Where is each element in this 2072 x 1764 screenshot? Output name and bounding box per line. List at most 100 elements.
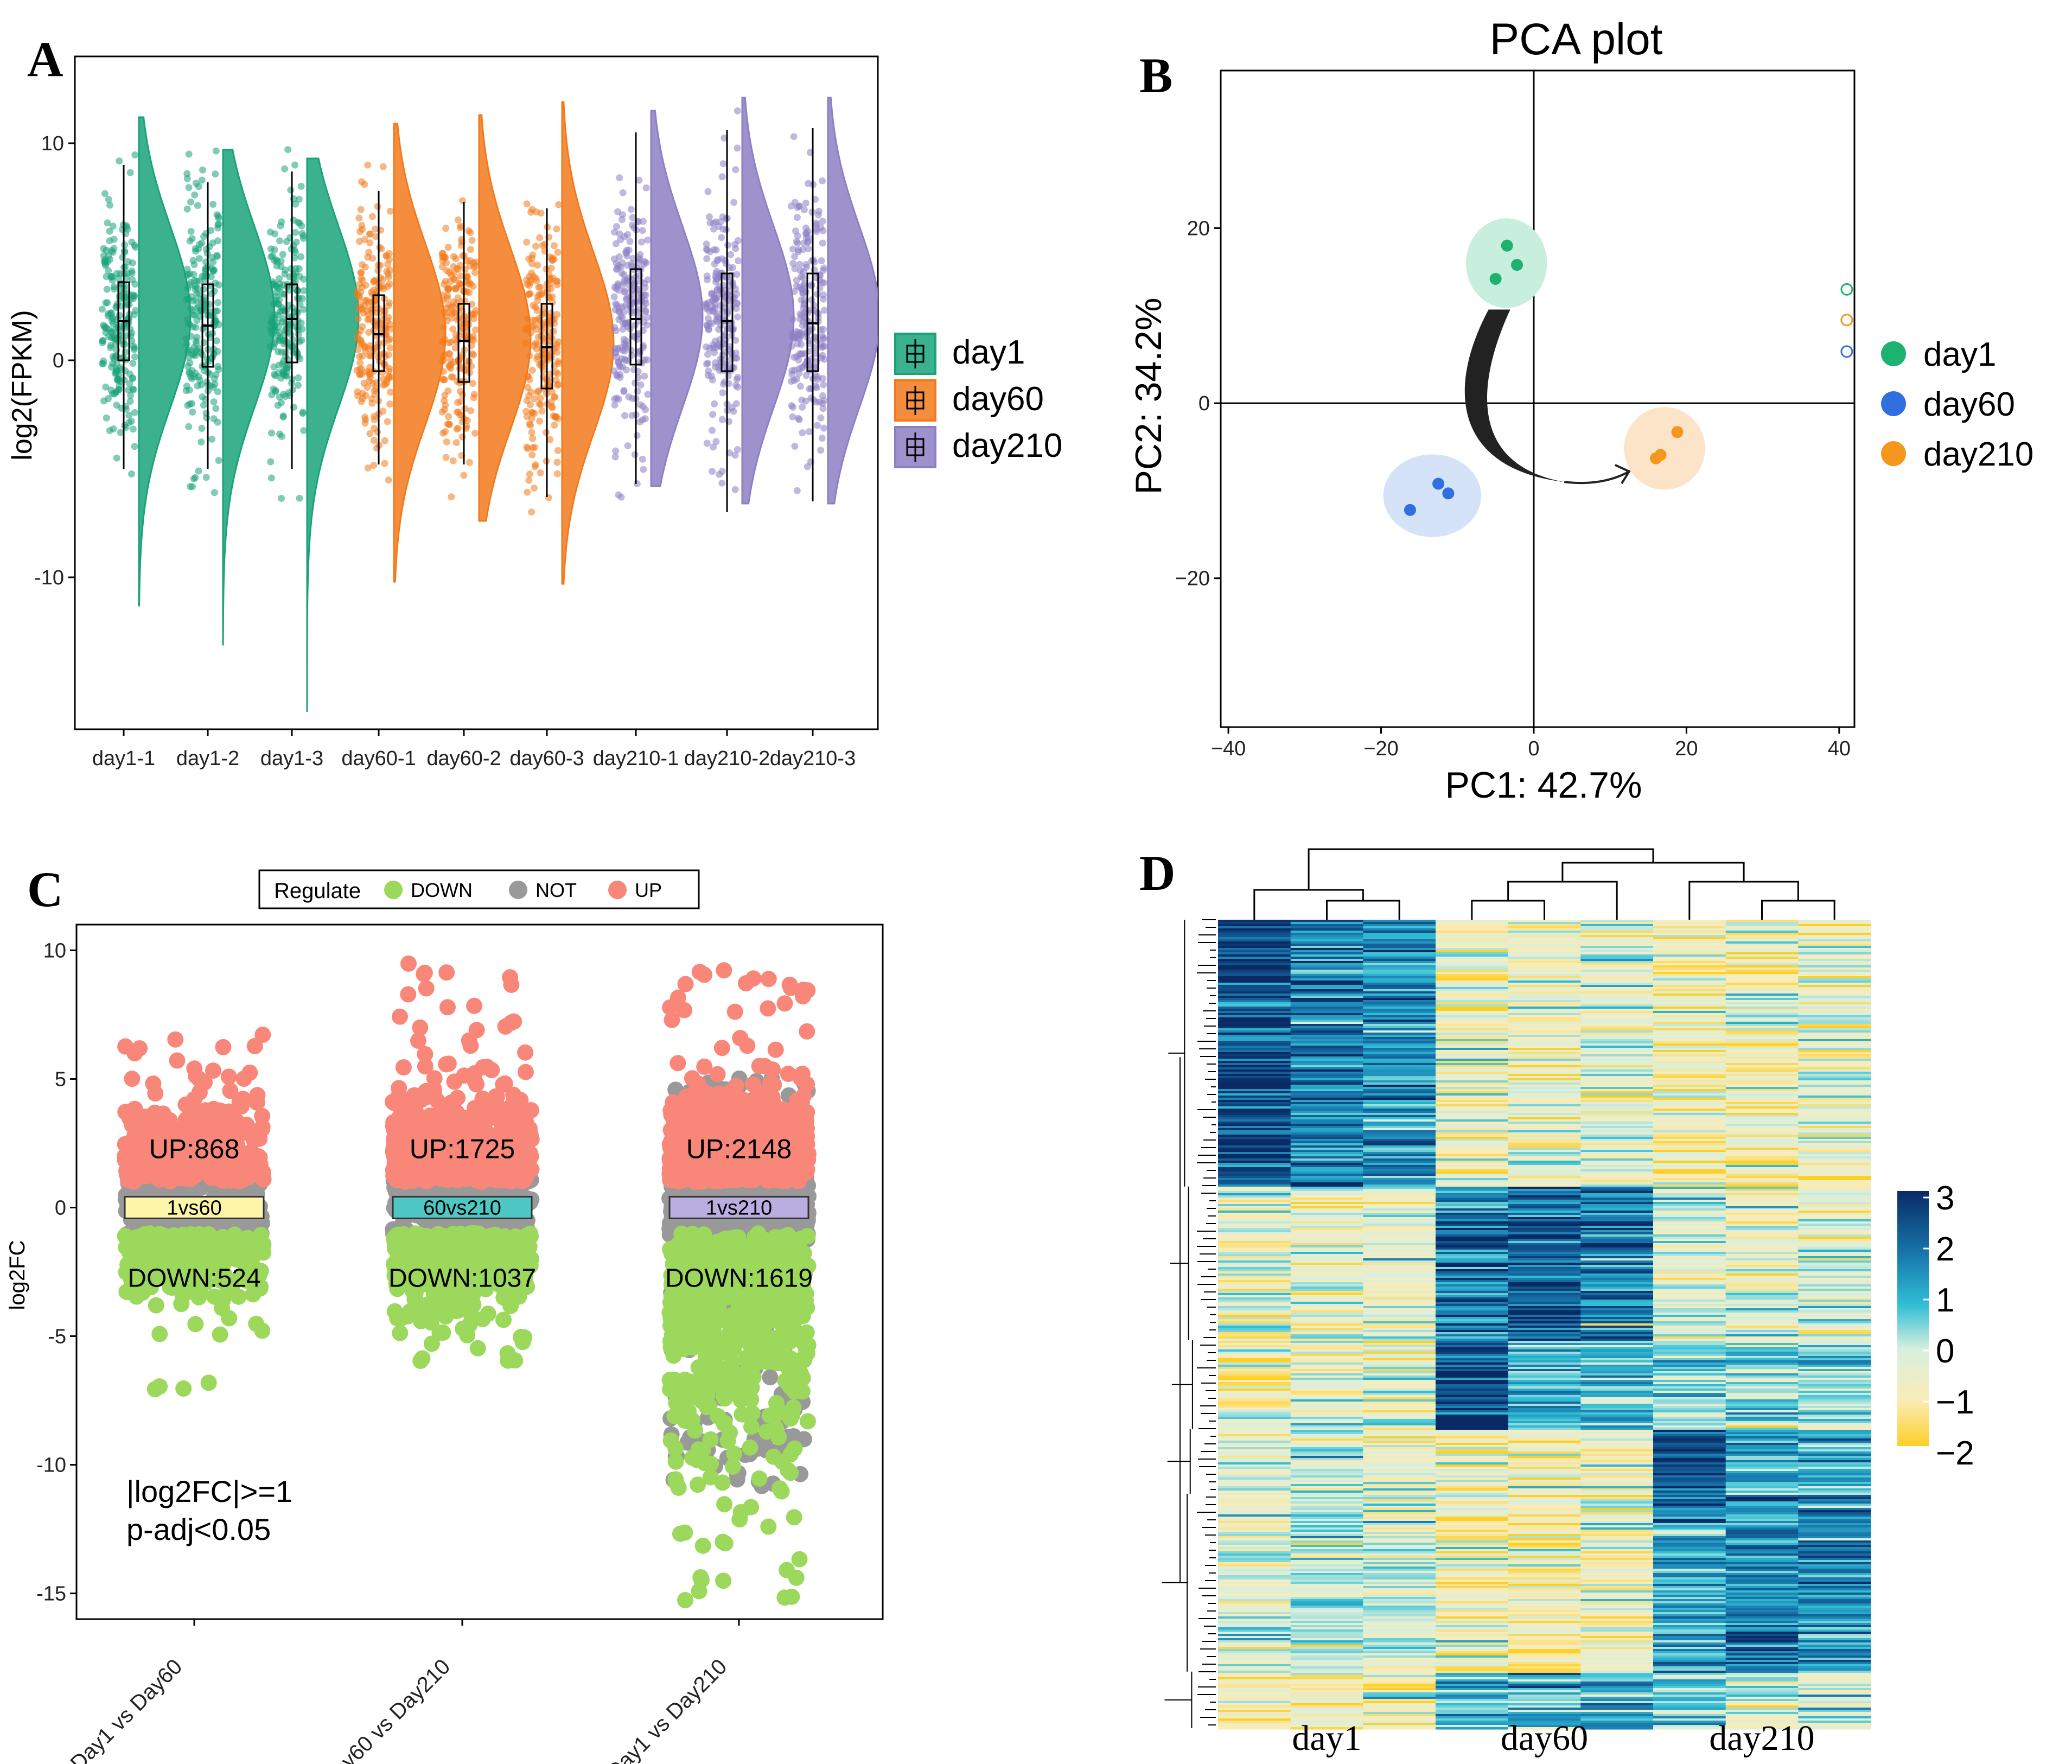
panel-a-point [371, 425, 378, 432]
panel-a-point [703, 301, 710, 308]
panel-a-point [207, 273, 215, 281]
panel-a-point [276, 393, 283, 401]
panel-a-point [552, 413, 559, 421]
panel-c-down-count-60vs210: DOWN:1037 [388, 1264, 536, 1292]
panel-a-point [787, 202, 795, 210]
panel-a-point [789, 315, 796, 323]
panel-a-point [733, 290, 741, 298]
panel-a-point [710, 443, 717, 451]
panel-c-up-point [475, 1059, 492, 1075]
panel-a-point [553, 281, 561, 289]
panel-a-point [449, 457, 457, 464]
panel-a-point [553, 458, 561, 466]
panel-a-point [615, 316, 623, 323]
panel-c-down-count-1vs60: DOWN:524 [127, 1264, 260, 1292]
panel-a-point [469, 283, 477, 290]
panel-c-up-point [438, 964, 455, 981]
panel-a-point [276, 237, 283, 245]
panel-c-up-point [205, 1062, 221, 1079]
panel-a-point [528, 409, 536, 417]
panel-a-point [199, 166, 206, 174]
panel-a-point [790, 133, 798, 141]
panel-a-point [193, 277, 201, 285]
panel-a-point [202, 474, 210, 481]
panel-a-point [610, 367, 618, 375]
panel-a-point [187, 305, 194, 313]
panel-a-point [126, 169, 134, 176]
panel-c-up-point [229, 1163, 246, 1180]
panel-a-point [385, 302, 392, 309]
panel-b-legend-label-day210: day210 [1923, 436, 2033, 473]
panel-a-point [443, 317, 451, 324]
panel-letter-c: C [27, 862, 63, 917]
panel-a-point [639, 455, 646, 463]
panel-a-point [633, 432, 641, 440]
panel-a-point [300, 276, 308, 283]
panel-c-down-point [187, 1316, 204, 1333]
panel-a-point [612, 240, 620, 247]
panel-a-point [379, 276, 386, 283]
panel-b-x-tick-label: −40 [1211, 737, 1246, 760]
panel-a-point [730, 407, 737, 415]
panel-a-point [439, 368, 447, 375]
panel-a-point [471, 269, 479, 276]
panel-a-point [613, 327, 620, 334]
panel-a-point [195, 183, 202, 190]
panel-b-point-day60 [1442, 487, 1455, 500]
panel-a-point [819, 375, 827, 383]
panel-a-point [792, 227, 799, 235]
panel-a-point [534, 262, 541, 269]
panel-a-point [191, 191, 199, 199]
panel-c-down-point [118, 1283, 135, 1300]
panel-a-violin-day210-1 [650, 110, 704, 487]
panel-a-point [268, 429, 275, 437]
panel-a-point [364, 161, 372, 169]
panel-a-point [291, 342, 298, 350]
panel-a-point [131, 443, 138, 450]
panel-c-down-point [431, 1324, 448, 1341]
panel-a-point [194, 202, 201, 209]
panel-a-point [215, 457, 222, 464]
panel-a-point [361, 236, 369, 243]
panel-c-label-box-1vs60 [124, 1195, 265, 1219]
panel-c-not-point [762, 1369, 779, 1386]
panel-b-x-tick-label: 20 [1675, 737, 1698, 760]
panel-a-point [106, 201, 114, 209]
panel-a-point [131, 241, 138, 249]
panel-a-point [733, 300, 741, 307]
panel-a-point [801, 296, 808, 303]
panel-a-point [370, 437, 378, 444]
panel-a-point [703, 240, 710, 248]
panel-a-point [611, 395, 619, 403]
panel-a-point [196, 377, 203, 384]
panel-a-point [105, 267, 112, 275]
panel-c-up-point [124, 1071, 141, 1087]
panel-a-point [526, 376, 533, 384]
panel-a-point [379, 407, 387, 415]
panel-b-trajectory-tail [1564, 470, 1630, 485]
panel-a-point [299, 409, 307, 416]
panel-a-point [808, 282, 815, 290]
panel-a-point [291, 228, 299, 236]
panel-a-point [451, 344, 459, 352]
panel-a-point [718, 479, 726, 487]
panel-a-point [789, 245, 796, 253]
panel-a-point [802, 199, 809, 207]
panel-a-point [356, 281, 364, 288]
panel-a-violin-day1-1 [138, 116, 192, 607]
panel-a-point [621, 412, 628, 419]
panel-a-point [211, 266, 218, 274]
panel-a-point [215, 220, 222, 228]
panel-a-point [819, 399, 826, 407]
panel-a-point [105, 196, 112, 203]
panel-a-point [104, 299, 111, 307]
panel-c-down-point [516, 1329, 533, 1346]
panel-b-ellipse-day210 [1624, 407, 1705, 490]
panel-a-point [383, 268, 391, 275]
panel-a-point [468, 237, 476, 244]
panel-c-down-point [467, 1233, 483, 1250]
panel-c-up-point [392, 1008, 408, 1025]
panel-a-point [198, 425, 206, 432]
panel-a-point [555, 360, 563, 367]
panel-a-point [611, 228, 618, 236]
